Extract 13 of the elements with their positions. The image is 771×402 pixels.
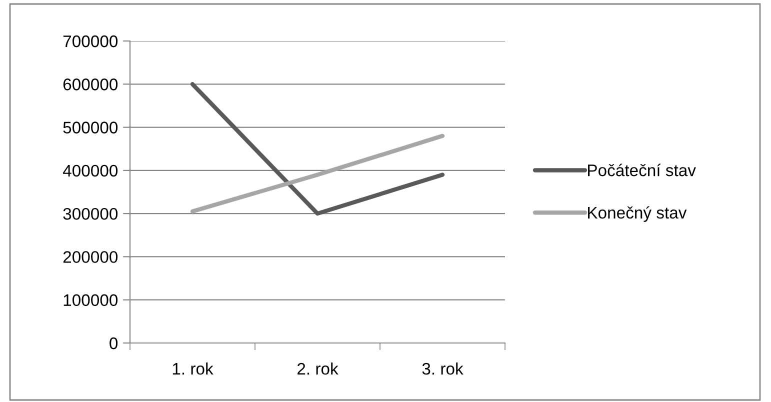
y-tick-label: 200000 [63, 251, 118, 263]
y-tick-label: 0 [110, 337, 118, 350]
legend-label: Konečný stav [588, 206, 687, 222]
y-tick-label: 100000 [64, 294, 118, 306]
x-tick-label: 2. rok [298, 362, 338, 375]
y-tick-label: 400000 [62, 164, 118, 177]
y-tick-label: 300000 [63, 208, 118, 220]
x-tick-label: 3. rok [422, 362, 464, 375]
legend-label: Počáteční stav [588, 164, 696, 176]
x-tick-label: 1. rok [172, 362, 214, 375]
y-tick-label: 500000 [63, 122, 118, 134]
y-tick-label: 600000 [63, 78, 118, 90]
y-tick-label: 700000 [63, 35, 118, 48]
